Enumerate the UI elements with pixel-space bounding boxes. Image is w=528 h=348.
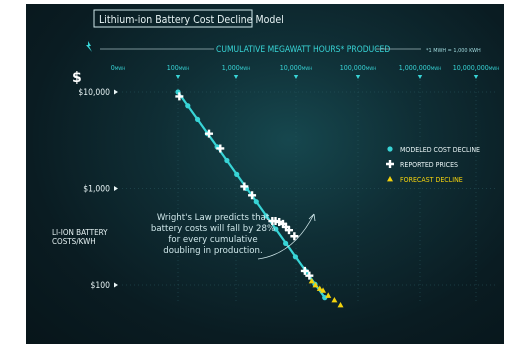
y-tick-label: $1,000 [83, 185, 110, 195]
modeled-point [185, 103, 191, 109]
y-tick-marker [114, 186, 118, 191]
legend-plus-icon [386, 160, 394, 168]
y-tick-marker [114, 89, 118, 95]
top-axis-tick-marker [473, 75, 479, 79]
reported-price-point [248, 191, 257, 200]
lightning-bolt-icon [86, 41, 92, 52]
legend-triangle-icon [387, 176, 393, 182]
modeled-point [283, 240, 289, 246]
chart-marks [175, 89, 344, 308]
top-axis-tick-marker [233, 75, 239, 79]
forecast-point [308, 278, 315, 284]
modeled-point [322, 295, 328, 301]
top-axis-tick-marker [355, 75, 361, 79]
annotation-line: battery costs will fall by 28% [151, 224, 275, 234]
modeled-point [224, 157, 230, 164]
forecast-point [320, 287, 327, 293]
reported-price-point [300, 266, 309, 275]
forecast-point [312, 282, 319, 288]
top-axis-tick-label: 1,000,000MWH [399, 64, 442, 72]
forecast-point [331, 296, 338, 303]
top-axis-tick-label: 100MWH [167, 64, 190, 72]
modeled-point [234, 171, 240, 177]
top-axis-label: CUMULATIVE MEGAWATT HOURS* PRODUCED [216, 45, 390, 55]
modeled-point [253, 199, 259, 205]
reported-price-point [284, 226, 293, 235]
reported-price-point [290, 232, 299, 241]
y-tick-label: $10,000 [78, 88, 110, 98]
reported-price-point [205, 129, 214, 138]
reported-price-point [175, 92, 184, 101]
top-axis-ticks: 0MWH 100MWH 1,000MWH 10,000MWH 100,000MWH 1,0… [111, 64, 500, 304]
modeled-point [292, 254, 299, 260]
forecast-point [316, 285, 323, 291]
top-axis-tick-label: 100,000MWH [340, 64, 377, 72]
y-tick-label: $100 [91, 281, 111, 291]
y-axis-ticks: $10,000 $1,000 $100 [78, 88, 496, 291]
modeled-point [263, 213, 269, 219]
legend-label: FORECAST DECLINE [400, 176, 463, 184]
y-tick-marker [114, 282, 118, 288]
annotation-arrowhead [308, 213, 316, 222]
top-axis-note: *1 MWH = 1,000 KWH [426, 48, 481, 54]
annotation-line: doubling in production. [163, 246, 262, 256]
top-axis-tick-marker [293, 75, 299, 79]
reported-price-point [240, 182, 249, 191]
legend-label: MODELED COST DECLINE [400, 146, 480, 154]
top-axis-tick-label: 10,000MWH [280, 64, 313, 72]
chart-title-box: Lithium-ion Battery Cost Decline Model [93, 9, 284, 28]
annotation-arrow [257, 213, 315, 260]
reported-price-point [216, 144, 225, 153]
forecast-point [325, 292, 332, 298]
legend-label: REPORTED PRICES [400, 161, 458, 169]
top-axis-tick-marker [175, 75, 181, 79]
legend-circle-icon [387, 146, 393, 152]
modeled-point [194, 116, 201, 123]
modeled-point [273, 226, 279, 232]
chart-frame: Lithium-ion Battery Cost Decline Model C… [26, 4, 504, 344]
top-axis-tick-label: 10,000,000MWH [453, 64, 500, 72]
dollar-symbol: $ [72, 70, 82, 86]
chart-title: Lithium-ion Battery Cost Decline Model [99, 14, 284, 26]
chart-canvas: Lithium-ion Battery Cost Decline Model C… [52, 9, 500, 308]
annotation-line: Wright's Law predicts that [157, 213, 270, 223]
forecast-point [337, 302, 344, 308]
top-axis-tick-label: 1,000MWH [222, 64, 251, 72]
top-axis-tick-marker [417, 75, 423, 79]
y-axis-label: LI-ION BATTERY COSTS/KWH [52, 228, 108, 246]
legend: MODELED COST DECLINE REPORTED PRICES FOREC… [386, 146, 480, 184]
title-border [93, 9, 253, 28]
reported-price-point [305, 271, 314, 280]
annotation-line: for every cumulative [168, 235, 257, 245]
top-axis-tick-label: 0MWH [111, 64, 126, 72]
